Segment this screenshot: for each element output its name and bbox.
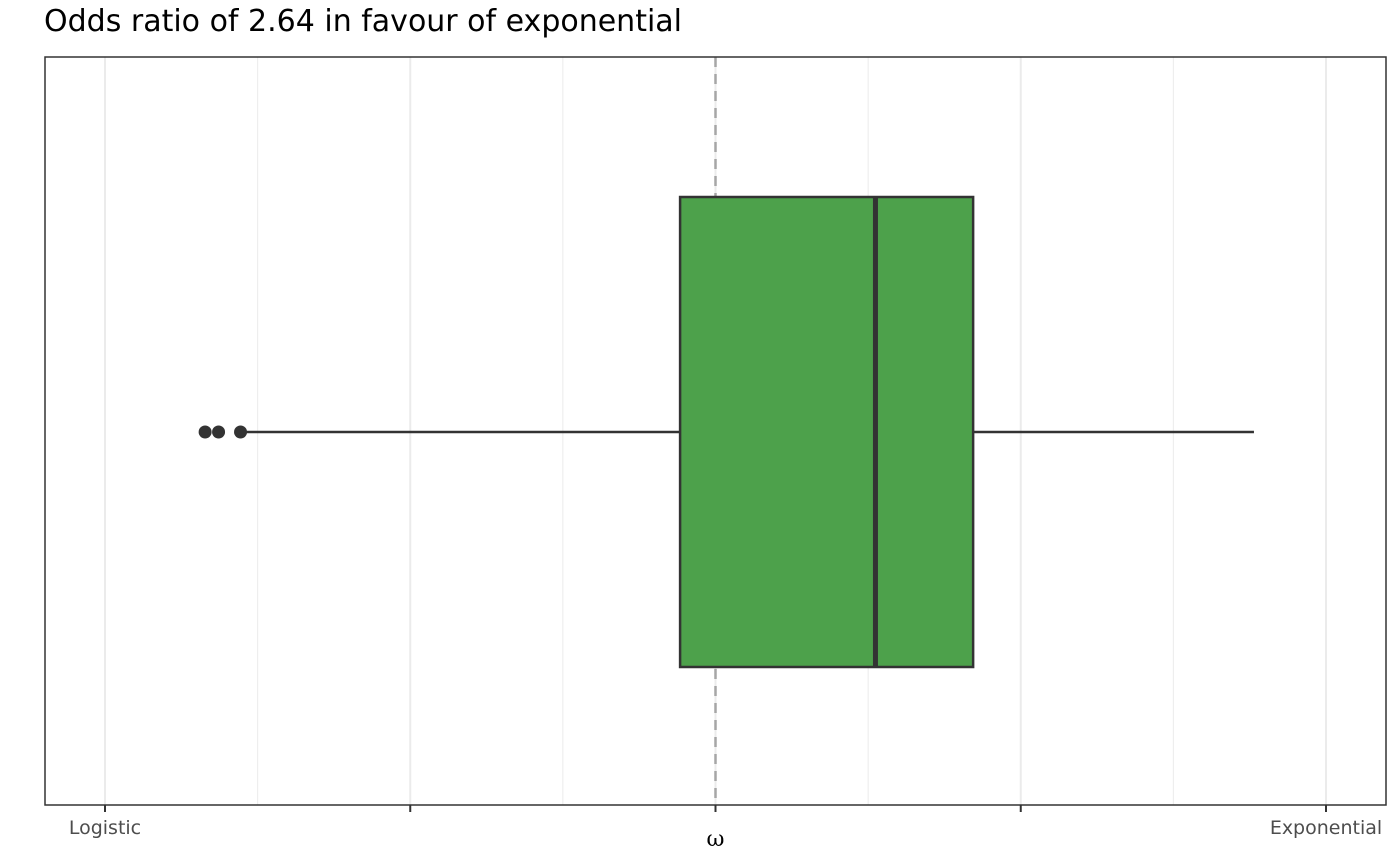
x-tick-label: Exponential <box>1270 817 1382 839</box>
outlier-points <box>198 425 248 439</box>
box-iqr <box>678 195 975 669</box>
outlier-point <box>212 425 226 439</box>
chart-title: Odds ratio of 2.64 in favour of exponent… <box>44 4 683 39</box>
x-tick-label: Logistic <box>69 817 141 839</box>
outlier-point <box>234 425 248 439</box>
outlier-point <box>198 425 212 439</box>
x-axis-ticks <box>104 805 1327 812</box>
x-axis-label: ω <box>707 827 725 852</box>
x-axis-tick-labels: Logistic Exponential <box>69 817 1382 839</box>
